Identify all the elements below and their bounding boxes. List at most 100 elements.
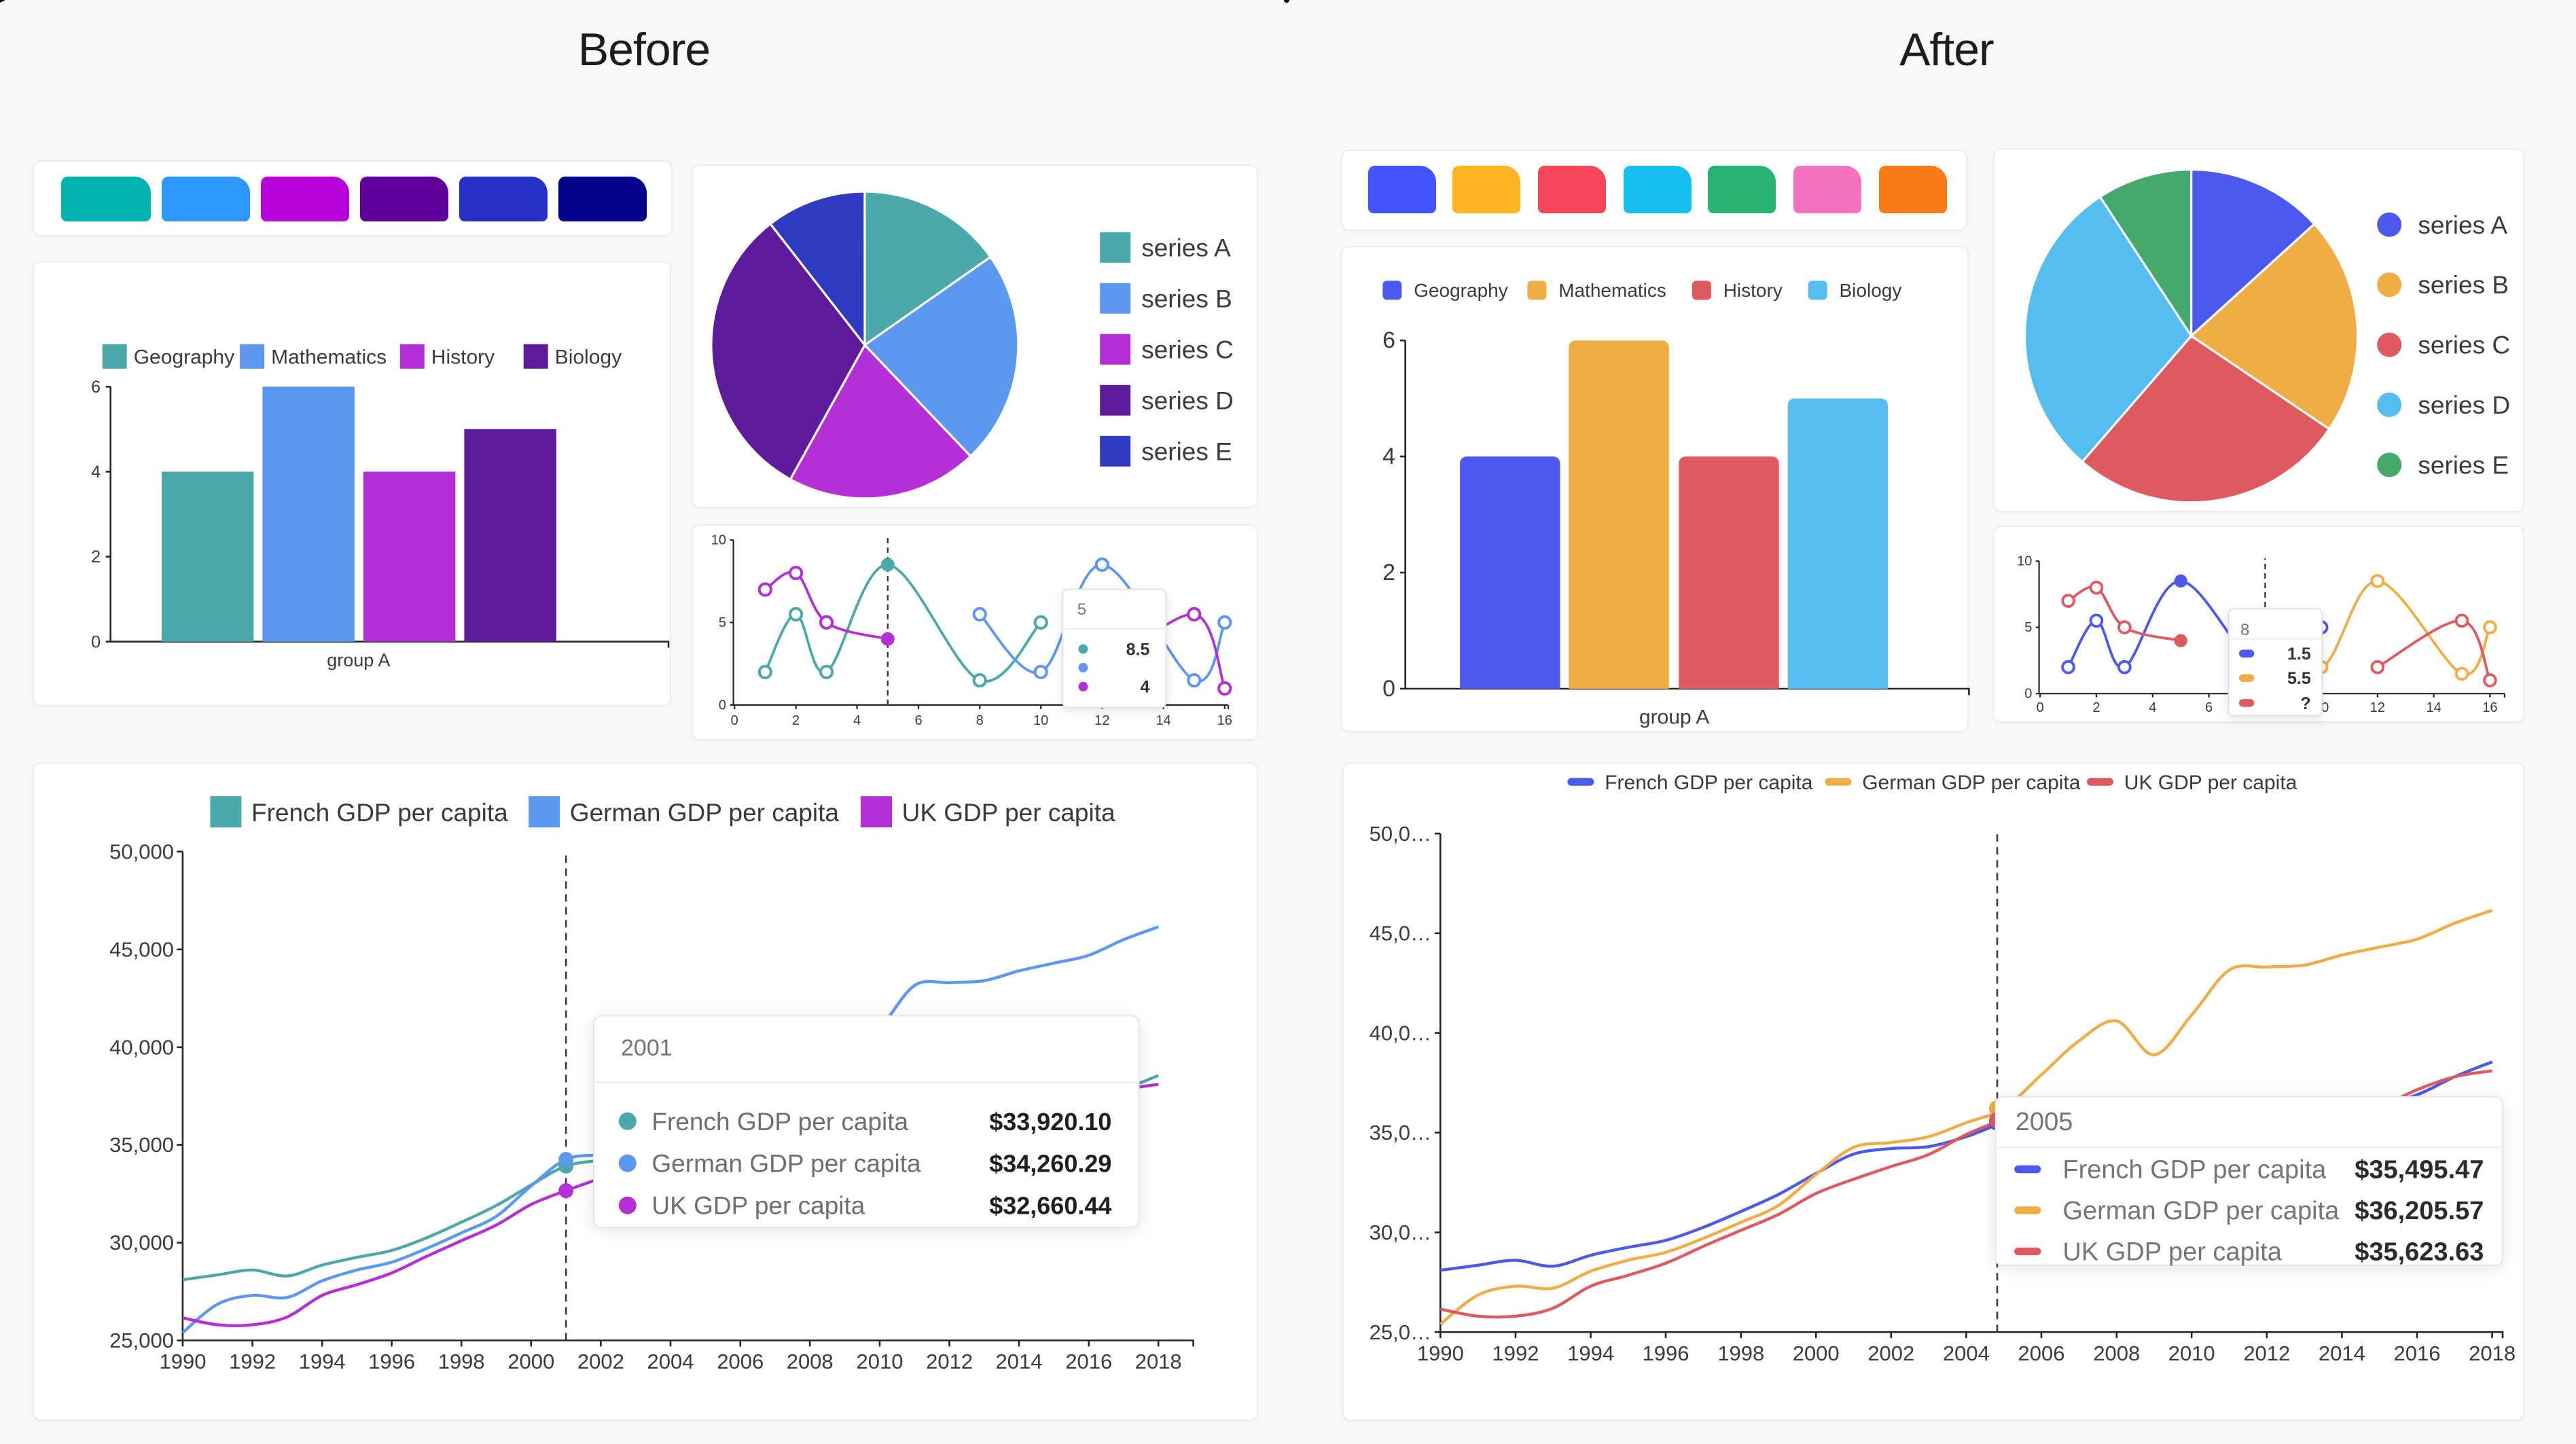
svg-text:2: 2 — [1382, 560, 1395, 585]
svg-text:UK GDP per capita: UK GDP per capita — [2124, 771, 2297, 793]
svg-text:1996: 1996 — [368, 1350, 414, 1374]
svg-text:History: History — [1723, 279, 1783, 300]
svg-text:0: 0 — [731, 713, 738, 728]
svg-text:16: 16 — [1217, 713, 1232, 728]
svg-text:5: 5 — [1078, 600, 1087, 619]
svg-text:series A: series A — [2417, 211, 2507, 239]
svg-text:group A: group A — [326, 649, 389, 670]
svg-text:UK GDP per capita: UK GDP per capita — [901, 799, 1115, 827]
svg-text:History: History — [431, 346, 494, 368]
svg-text:5.5: 5.5 — [2287, 668, 2310, 687]
svg-text:2014: 2014 — [995, 1350, 1042, 1374]
svg-text:8.5: 8.5 — [1126, 640, 1150, 659]
svg-text:6: 6 — [915, 713, 923, 728]
svg-text:series D: series D — [2417, 391, 2509, 419]
svg-text:2002: 2002 — [577, 1350, 624, 1374]
svg-text:UK GDP per capita: UK GDP per capita — [2062, 1238, 2282, 1266]
svg-text:30,000: 30,000 — [109, 1231, 173, 1255]
svg-text:12: 12 — [1095, 713, 1110, 728]
svg-text:series B: series B — [1142, 284, 1233, 312]
svg-text:0: 0 — [90, 632, 100, 651]
svg-text:2006: 2006 — [2018, 1341, 2064, 1365]
svg-text:0: 0 — [2024, 686, 2031, 701]
svg-text:Mathematics: Mathematics — [270, 346, 386, 368]
svg-text:series D: series D — [1142, 386, 1234, 414]
svg-text:series B: series B — [2417, 272, 2508, 300]
svg-text:2012: 2012 — [2243, 1341, 2290, 1365]
svg-text:35,0…: 35,0… — [1369, 1120, 1431, 1144]
svg-text:5: 5 — [2024, 619, 2031, 634]
svg-text:1990: 1990 — [159, 1350, 206, 1374]
svg-text:2000: 2000 — [507, 1350, 554, 1374]
svg-text:Geography: Geography — [1414, 279, 1508, 300]
svg-text:German GDP per capita: German GDP per capita — [2062, 1196, 2340, 1225]
svg-text:?: ? — [2300, 693, 2310, 712]
svg-text:French GDP per capita: French GDP per capita — [651, 1108, 908, 1136]
svg-text:10: 10 — [1034, 713, 1049, 728]
svg-text:2005: 2005 — [2015, 1107, 2073, 1136]
svg-text:50,000: 50,000 — [109, 840, 173, 864]
svg-text:Biology: Biology — [1840, 279, 1902, 300]
svg-text:2016: 2016 — [2393, 1341, 2440, 1365]
svg-text:series A: series A — [1142, 233, 1232, 261]
svg-text:German GDP per capita: German GDP per capita — [1862, 771, 2081, 793]
svg-text:2010: 2010 — [856, 1350, 903, 1374]
svg-text:2: 2 — [90, 547, 100, 566]
svg-text:2012: 2012 — [925, 1350, 972, 1374]
svg-text:5: 5 — [719, 615, 727, 630]
svg-text:6: 6 — [2204, 700, 2212, 715]
svg-text:4: 4 — [90, 462, 100, 481]
svg-text:0: 0 — [2036, 700, 2043, 715]
svg-text:UK GDP per capita: UK GDP per capita — [651, 1192, 864, 1220]
svg-text:series C: series C — [2417, 331, 2509, 359]
svg-text:2008: 2008 — [2093, 1341, 2140, 1365]
svg-text:$36,205.57: $36,205.57 — [2355, 1196, 2484, 1225]
svg-text:series C: series C — [1142, 335, 1234, 363]
svg-text:10: 10 — [2016, 554, 2031, 568]
svg-text:8: 8 — [976, 713, 984, 728]
svg-text:2: 2 — [2092, 700, 2099, 715]
svg-text:10: 10 — [712, 533, 727, 547]
svg-text:30,0…: 30,0… — [1369, 1220, 1431, 1244]
svg-text:Geography: Geography — [133, 346, 234, 368]
svg-text:1998: 1998 — [437, 1350, 484, 1374]
svg-text:40,0…: 40,0… — [1369, 1021, 1431, 1045]
svg-text:Mathematics: Mathematics — [1558, 279, 1666, 300]
svg-text:16: 16 — [2482, 700, 2497, 715]
svg-text:45,0…: 45,0… — [1369, 921, 1431, 945]
svg-text:1992: 1992 — [228, 1350, 275, 1374]
svg-text:4: 4 — [1382, 444, 1395, 469]
svg-text:2018: 2018 — [1134, 1350, 1181, 1374]
svg-text:group A: group A — [1639, 706, 1709, 728]
svg-text:1.5: 1.5 — [2287, 644, 2310, 663]
svg-text:1992: 1992 — [1492, 1341, 1539, 1365]
svg-text:French GDP per capita: French GDP per capita — [1605, 771, 1813, 793]
svg-text:1994: 1994 — [1567, 1341, 1614, 1365]
svg-text:6: 6 — [1382, 327, 1395, 353]
svg-text:8: 8 — [2240, 620, 2249, 638]
svg-text:French GDP per capita: French GDP per capita — [251, 799, 507, 827]
svg-text:German GDP per capita: German GDP per capita — [651, 1150, 920, 1178]
svg-text:$32,660.44: $32,660.44 — [988, 1192, 1111, 1220]
svg-text:2006: 2006 — [716, 1350, 763, 1374]
svg-text:$35,623.63: $35,623.63 — [2355, 1238, 2484, 1266]
svg-text:25,000: 25,000 — [109, 1329, 173, 1353]
svg-text:2014: 2014 — [2319, 1341, 2365, 1365]
svg-text:2004: 2004 — [647, 1350, 694, 1374]
svg-text:1998: 1998 — [1717, 1341, 1764, 1365]
svg-text:$33,920.10: $33,920.10 — [988, 1108, 1111, 1136]
svg-text:12: 12 — [2369, 700, 2384, 715]
svg-text:4: 4 — [2148, 700, 2155, 715]
svg-text:35,000: 35,000 — [109, 1134, 173, 1157]
svg-text:1996: 1996 — [1642, 1341, 1689, 1365]
svg-text:2004: 2004 — [1943, 1341, 1990, 1365]
svg-text:50,0…: 50,0… — [1369, 821, 1431, 845]
svg-text:series E: series E — [1142, 437, 1233, 465]
svg-text:2018: 2018 — [2469, 1341, 2516, 1365]
svg-text:2001: 2001 — [620, 1036, 672, 1062]
svg-text:0: 0 — [1382, 676, 1395, 702]
svg-text:1994: 1994 — [298, 1350, 345, 1374]
svg-text:series E: series E — [2417, 452, 2508, 480]
svg-text:$35,495.47: $35,495.47 — [2355, 1155, 2484, 1184]
svg-text:25,0…: 25,0… — [1369, 1320, 1431, 1343]
